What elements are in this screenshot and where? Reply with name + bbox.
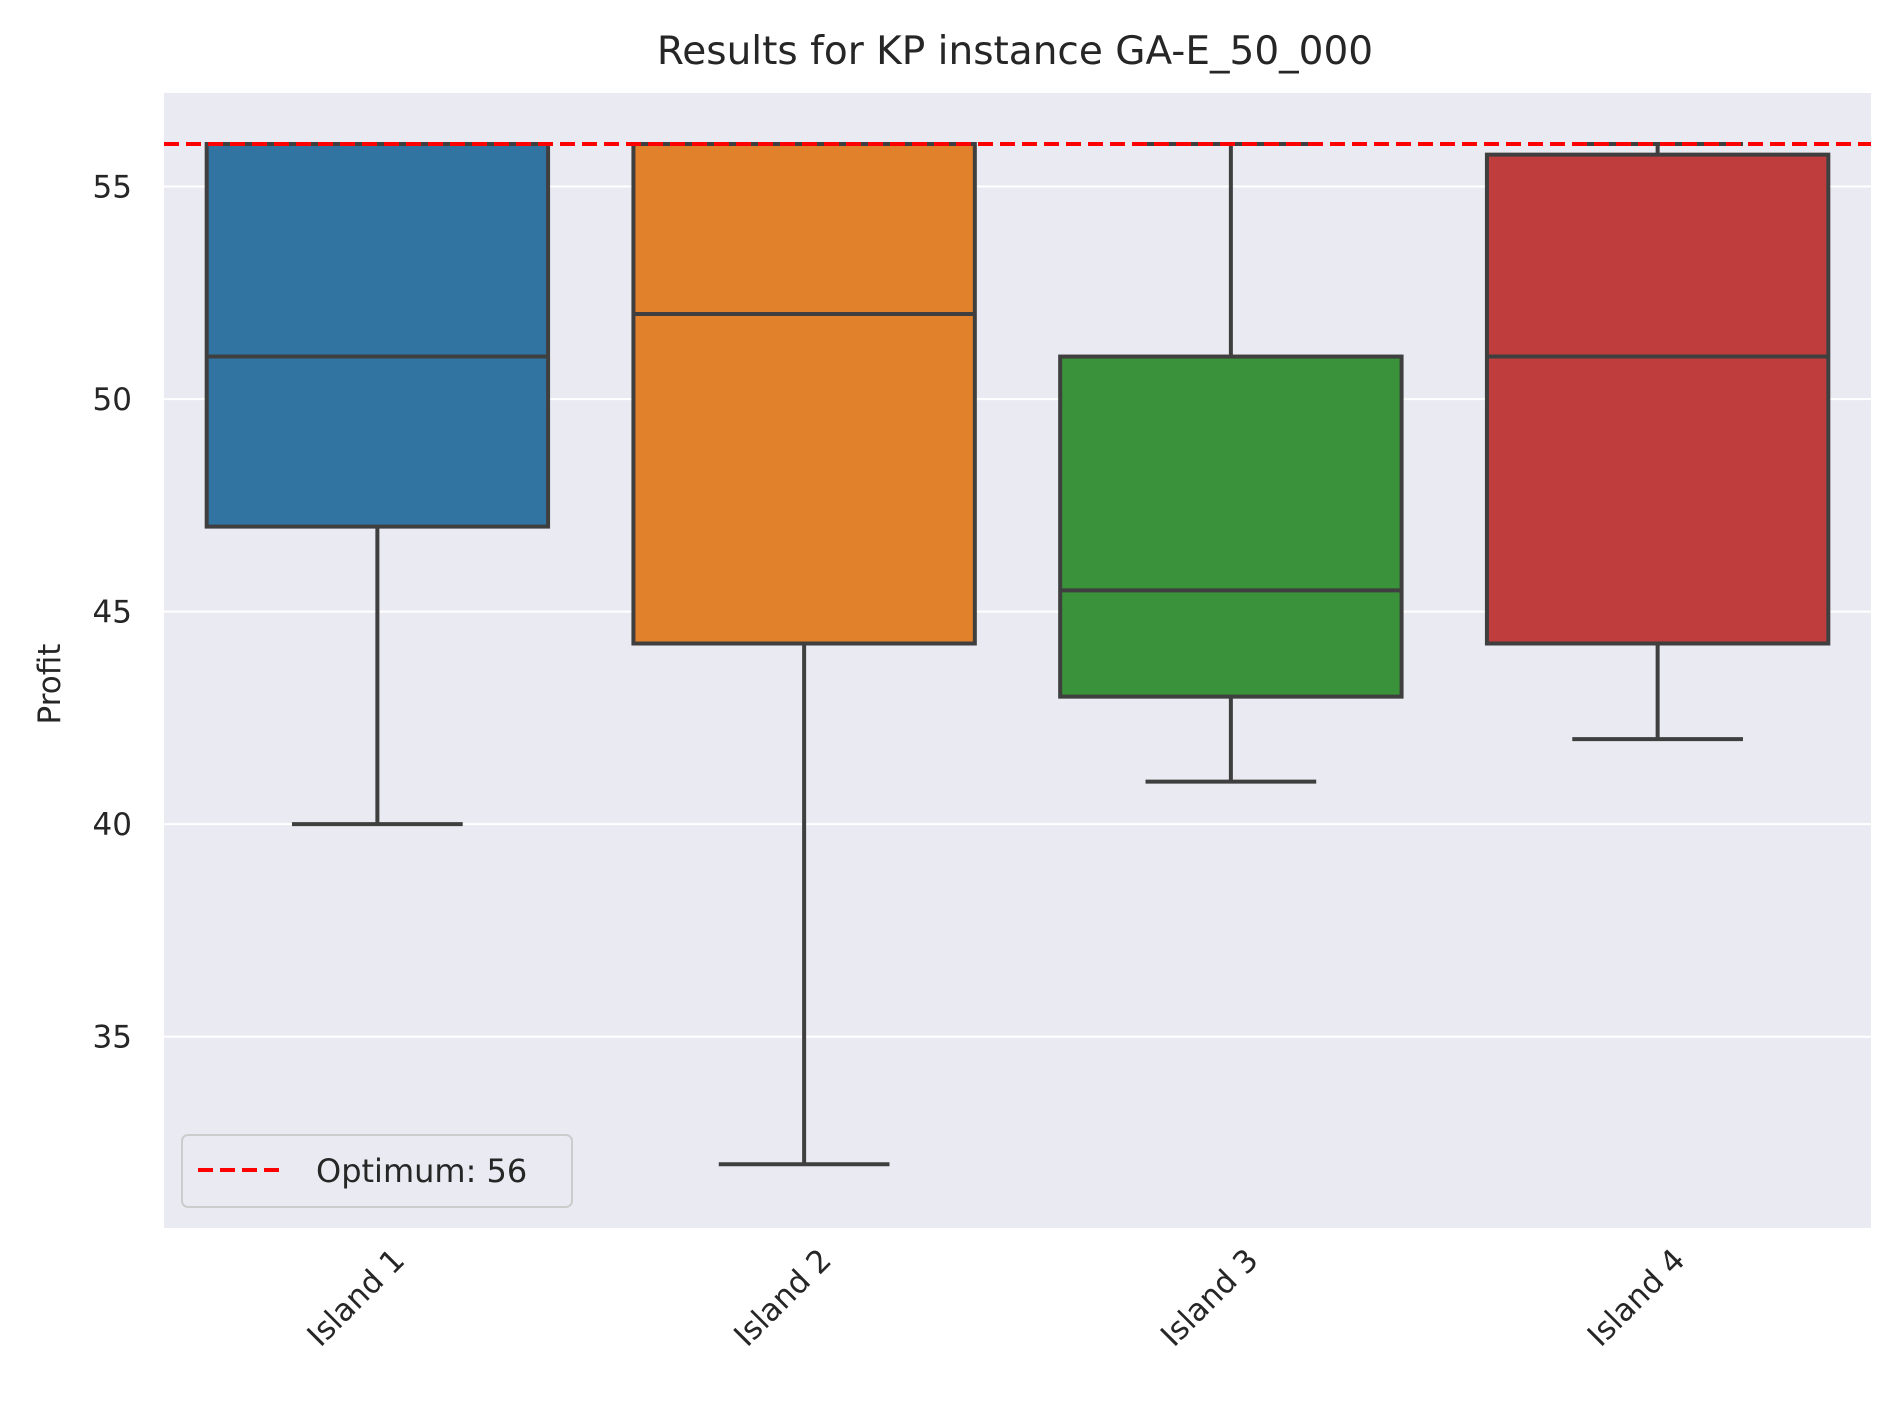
box-island-3 bbox=[1058, 142, 1404, 784]
boxes bbox=[204, 142, 1831, 1167]
y-tick-label: 40 bbox=[93, 807, 132, 843]
y-tick-label: 45 bbox=[93, 595, 132, 631]
legend-frame bbox=[181, 1134, 573, 1208]
y-tick-label: 35 bbox=[93, 1020, 132, 1056]
chart-title: Results for KP instance GA-E_50_000 bbox=[657, 29, 1373, 74]
box-island-1 bbox=[204, 142, 551, 827]
box-island-4 bbox=[1484, 142, 1831, 742]
y-tick-label: 55 bbox=[93, 170, 132, 206]
box-body bbox=[631, 142, 977, 646]
box-body bbox=[204, 142, 551, 529]
box-body bbox=[1058, 354, 1404, 699]
legend-label-optimum: Optimum: 56 bbox=[316, 1152, 527, 1190]
y-tick-label: 50 bbox=[93, 382, 132, 418]
box-body bbox=[1484, 152, 1831, 646]
legend: Optimum: 56 bbox=[181, 1134, 573, 1208]
y-axis-label: Profit bbox=[32, 644, 68, 725]
y-tick-labels: 35 40 45 50 55 bbox=[93, 170, 132, 1056]
